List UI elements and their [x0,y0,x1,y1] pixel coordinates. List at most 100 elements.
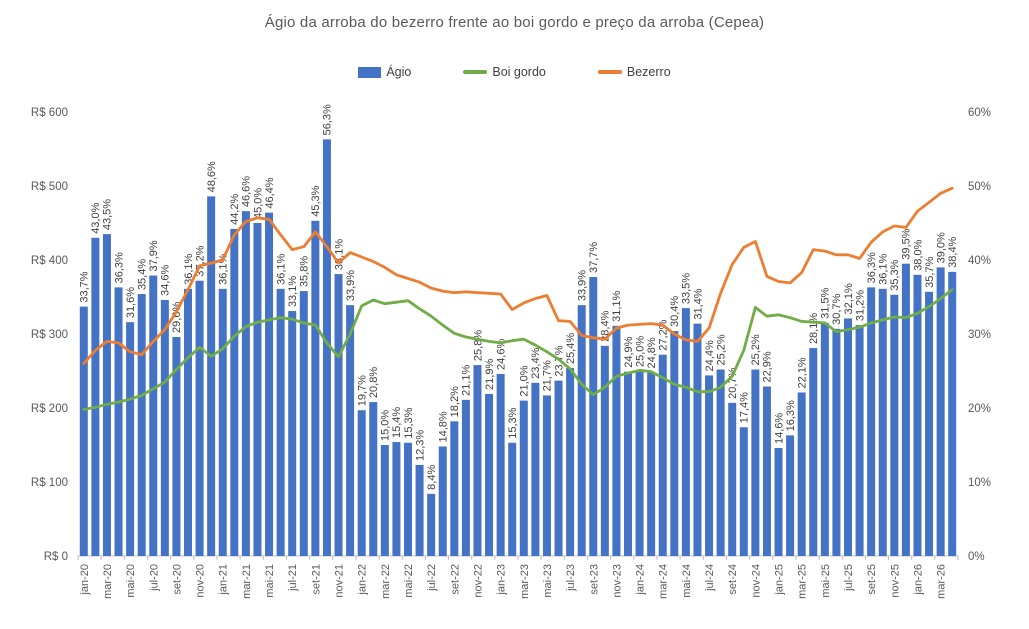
agio-bar-label: 36,3% [113,252,125,283]
agio-bar-label: 38,4% [947,236,959,267]
x-axis-tick-label: jan-23 [496,564,508,596]
x-axis-tick-label: set-20 [171,564,183,595]
agio-bar [195,280,204,556]
agio-bar [786,435,795,556]
agio-bar-label: 46,6% [241,176,253,207]
agio-bar-label: 45,0% [252,188,264,219]
agio-bar [878,288,887,556]
agio-bar-label: 15,3% [403,407,415,438]
agio-bar [253,223,262,556]
agio-bar [855,325,864,556]
agio-bar-label: 25,2% [750,334,762,365]
agio-bar [288,311,297,556]
agio-bar [334,274,343,556]
agio-bar-label: 48,6% [206,161,218,192]
agio-bar [913,274,922,556]
agio-bar-label: 38,0% [912,239,924,270]
x-axis-tick-label: nov-24 [750,564,762,598]
x-axis-tick-label: mai-24 [681,564,693,598]
agio-bar-label: 35,8% [299,256,311,287]
x-axis-tick-label: set-24 [727,564,739,595]
x-axis-tick-label: jan-26 [912,564,924,596]
agio-bar [820,322,829,556]
x-axis-tick-label: jan-25 [774,564,786,596]
agio-bar-label: 22,1% [796,357,808,388]
agio-bar [635,371,644,556]
x-axis-tick-label: mar-25 [797,564,809,599]
agio-bar-label: 35,3% [889,259,901,290]
agio-bar [415,464,424,556]
agio-bar-label: 23,4% [530,347,542,378]
agio-bar [450,421,459,556]
agio-bar-label: 21,9% [484,359,496,390]
agio-bar-label: 46,4% [264,177,276,208]
legend-item-bezerro: Bezerro [597,65,671,79]
agio-bar-label: 36,1% [878,253,890,284]
agio-bar-label: 37,9% [148,240,160,271]
agio-bar [496,373,505,556]
left-axis-tick-label: R$ 400 [31,255,68,267]
agio-bar [241,211,250,556]
agio-bar-label: 14,8% [438,411,450,442]
x-axis-tick-label: jul-24 [704,564,716,592]
agio-bar-label: 31,2% [854,290,866,321]
agio-bar [207,196,216,557]
agio-bar [681,308,690,556]
agio-bar-label: 29,6% [171,302,183,333]
x-axis-tick-label: jul-25 [843,564,855,592]
agio-bar-label: 21,0% [519,365,531,396]
agio-bar [392,442,401,556]
agio-bar-label: 15,0% [380,410,392,441]
boi-gordo-line [82,288,954,411]
agio-bar-label: 56,3% [322,104,334,135]
chart-legend: Ágio Boi gordo Bezerro [0,65,1029,79]
agio-bar-label: 34,6% [160,265,172,296]
boi-gordo-line-swatch-icon [463,70,488,74]
agio-bar-label: 24,9% [623,336,635,367]
agio-bar-label: 33,7% [79,271,91,302]
agio-bar [797,392,806,556]
bezerro-line [82,186,954,366]
agio-bar-label: 31,5% [820,287,832,318]
agio-bar [311,220,320,556]
agio-bar-label: 20,8% [368,367,380,398]
agio-bar-label: 15,3% [507,407,519,438]
agio-bar-label: 21,7% [542,360,554,391]
agio-bar-label: 25,2% [715,334,727,365]
agio-bar-label: 35,7% [924,256,936,287]
agio-bar [670,331,679,556]
agio-bar [844,318,852,556]
agio-bar [624,371,632,556]
right-axis-tick-label: 40% [968,255,991,267]
agio-bar [751,369,760,556]
agio-bar [160,299,169,556]
agio-bar [508,442,517,556]
agio-bar [299,291,308,556]
agio-bar-label: 19,7% [356,375,368,406]
x-axis-tick-label: mai-21 [264,564,276,598]
agio-bar-label: 36,1% [275,253,287,284]
agio-bar-label: 43,5% [102,199,114,230]
agio-bar [114,287,123,556]
agio-bar [519,400,528,556]
agio-bar [728,402,737,556]
agio-bar-label: 24,6% [495,339,507,370]
agio-bar [531,382,540,556]
x-axis-tick-label: nov-20 [195,564,207,598]
agio-bar [461,399,470,556]
agio-bar-label: 14,6% [773,413,785,444]
agio-bar [774,447,783,556]
x-axis-tick-label: mai-23 [542,564,554,598]
agio-bar [647,372,656,556]
x-axis-tick-label: jan-22 [357,564,369,596]
agio-bar [577,305,586,556]
x-axis-tick-label: mai-22 [403,564,415,598]
agio-bar [832,328,841,556]
chart-title: Ágio da arroba do bezerro frente ao boi … [264,14,765,31]
agio-swatch-icon [358,66,382,78]
agio-bar [322,139,331,556]
x-axis-tick-label: nov-23 [611,564,623,598]
agio-bar [936,267,945,556]
